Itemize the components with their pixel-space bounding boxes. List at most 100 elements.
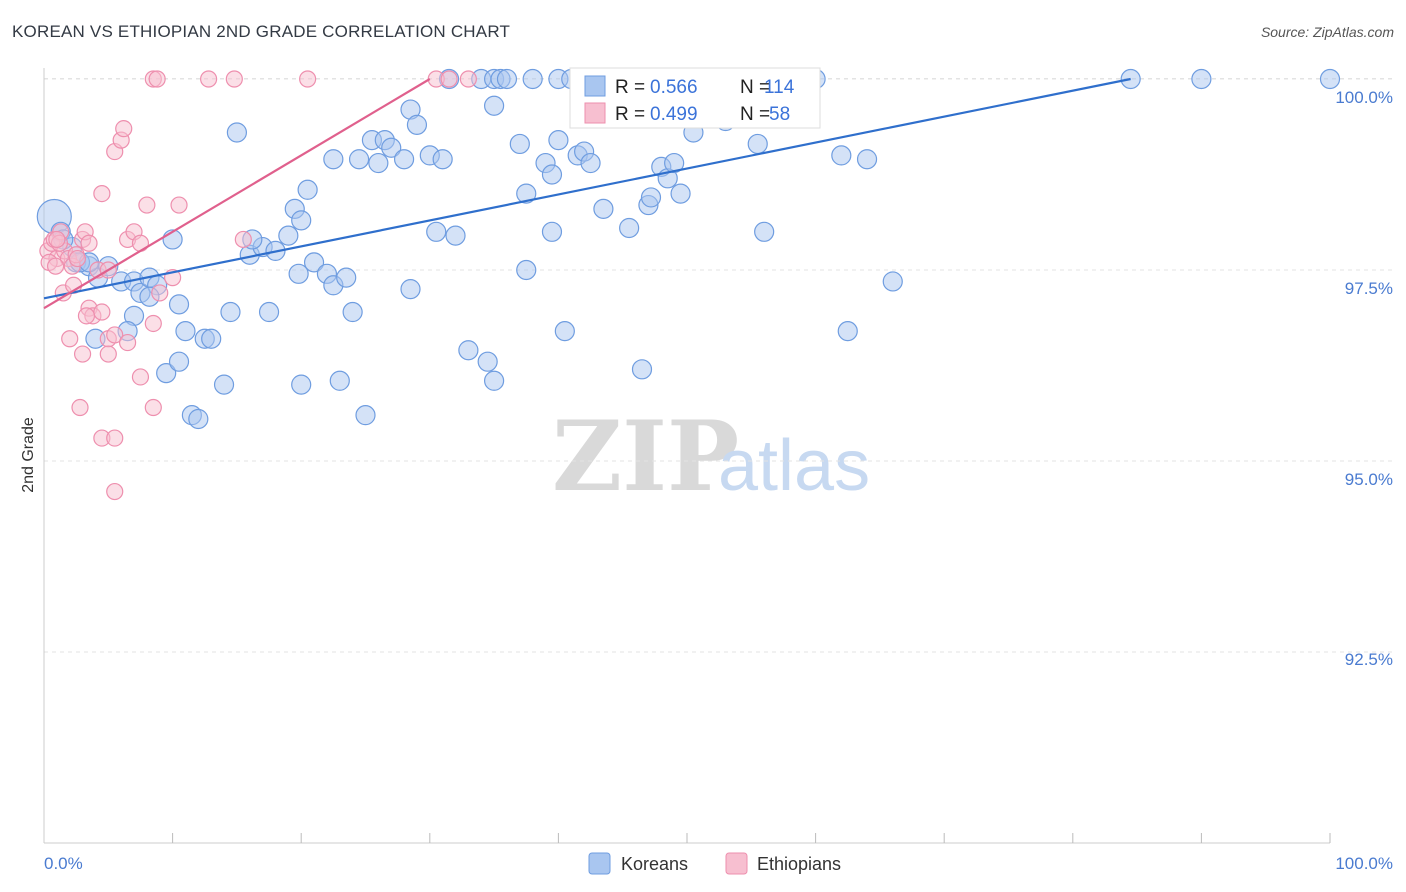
korean-point — [516, 183, 537, 204]
korean-point — [426, 221, 447, 242]
korean-point — [288, 263, 309, 284]
korean-point — [258, 301, 280, 323]
y-tick-label: 92.5% — [1345, 650, 1393, 669]
korean-point — [554, 321, 575, 342]
korean-point — [664, 152, 685, 174]
korean-point — [516, 259, 537, 281]
ethiopian-point — [73, 345, 92, 363]
ethiopian-point — [61, 330, 79, 348]
korean-point — [342, 301, 363, 323]
korean-point — [1319, 68, 1341, 90]
ethiopian-swatch — [584, 102, 606, 124]
ethiopian-point — [106, 326, 124, 344]
ethiopian-point — [234, 230, 252, 249]
ethiopian-r-label: R = — [615, 104, 645, 125]
x-tick-label-min: 0.0% — [44, 854, 83, 873]
stats-legend-box — [569, 67, 821, 129]
ethiopian-point — [118, 333, 137, 352]
korean-point — [201, 328, 222, 349]
korean-point — [329, 370, 350, 391]
korean-point — [640, 187, 662, 208]
ethiopian-trend-line — [43, 78, 431, 310]
stats-legend: R = 0.566 N = 114 R = 0.499 N = 58 — [569, 67, 821, 129]
y-axis-label: 2nd Grade — [20, 417, 37, 493]
legend-ethiopian-label: Ethiopians — [757, 854, 841, 874]
korean-point — [541, 221, 563, 242]
ethiopian-point — [46, 257, 65, 275]
korean-point — [631, 359, 653, 380]
ethiopian-point — [440, 70, 458, 88]
korean-point — [882, 271, 903, 292]
korean-swatch — [584, 75, 606, 97]
ethiopian-point — [115, 120, 133, 138]
x-axis-ticks — [172, 833, 1331, 843]
korean-point — [458, 340, 479, 361]
ethiopian-point — [144, 314, 162, 333]
ethiopian-point — [106, 429, 124, 447]
legend-ethiopian-swatch — [725, 852, 748, 875]
korean-point — [297, 179, 318, 200]
korean-point — [522, 68, 543, 90]
ethiopian-point — [170, 196, 188, 214]
watermark-zip: ZIP — [552, 400, 739, 513]
korean-point — [747, 133, 768, 155]
y-tick-label: 95.0% — [1345, 470, 1393, 489]
korean-n-label: N = — [740, 77, 770, 98]
ethiopian-point — [131, 368, 150, 386]
ethiopian-point — [71, 398, 89, 417]
korean-point — [355, 405, 376, 426]
ethiopian-point — [148, 70, 166, 88]
korean-point — [226, 122, 247, 143]
korean-point — [188, 408, 209, 430]
y-tick-label: 97.5% — [1345, 279, 1393, 298]
grid-lines — [44, 78, 1393, 653]
korean-r-value: 0.566 — [650, 77, 698, 98]
watermark-atlas: atlas — [718, 426, 870, 506]
korean-point — [291, 210, 312, 231]
ethiopian-point — [68, 249, 87, 268]
ethiopian-point — [93, 185, 111, 203]
korean-point — [445, 225, 466, 246]
korean-point — [291, 374, 312, 395]
ethiopian-point — [200, 70, 218, 88]
legend-korean-label: Koreans — [621, 854, 688, 874]
ethiopian-point — [48, 230, 66, 249]
korean-point — [548, 130, 569, 151]
korean-point — [348, 149, 370, 170]
korean-point — [213, 374, 235, 395]
source-credit: Source: ZipAtlas.com — [1260, 24, 1394, 40]
korean-point — [168, 294, 190, 315]
korean-point — [509, 133, 530, 155]
korean-point — [278, 225, 299, 246]
korean-point — [400, 279, 421, 300]
ethiopian-point — [93, 303, 111, 321]
ethiopian-point — [99, 345, 117, 363]
legend-korean-swatch — [588, 852, 611, 875]
ethiopian-r-value: 0.499 — [650, 104, 698, 125]
korean-point — [484, 95, 505, 116]
korean-point — [477, 351, 498, 372]
korean-point — [323, 149, 344, 170]
ethiopian-point — [131, 234, 150, 252]
trend-lines — [43, 77, 1131, 310]
korean-point — [220, 301, 241, 323]
ethiopian-n-label: N = — [740, 104, 770, 125]
ethiopian-point — [459, 70, 477, 88]
korean-point — [368, 152, 389, 174]
ethiopian-point — [151, 284, 169, 302]
ethiopian-point — [77, 307, 96, 325]
korean-point — [856, 149, 878, 170]
korean-point — [381, 137, 402, 158]
chart-title: KOREAN VS ETHIOPIAN 2ND GRADE CORRELATIO… — [12, 22, 511, 41]
y-tick-label: 100.0% — [1335, 88, 1393, 107]
ethiopian-point — [138, 196, 156, 214]
ethiopian-point — [225, 70, 243, 88]
ethiopian-points — [39, 70, 477, 501]
series-legend: Koreans Ethiopians — [588, 852, 841, 875]
korean-trend-line — [43, 77, 1131, 300]
korean-point — [580, 152, 601, 174]
korean-point — [670, 183, 691, 204]
korean-point — [619, 217, 640, 239]
ethiopian-point — [106, 482, 124, 501]
